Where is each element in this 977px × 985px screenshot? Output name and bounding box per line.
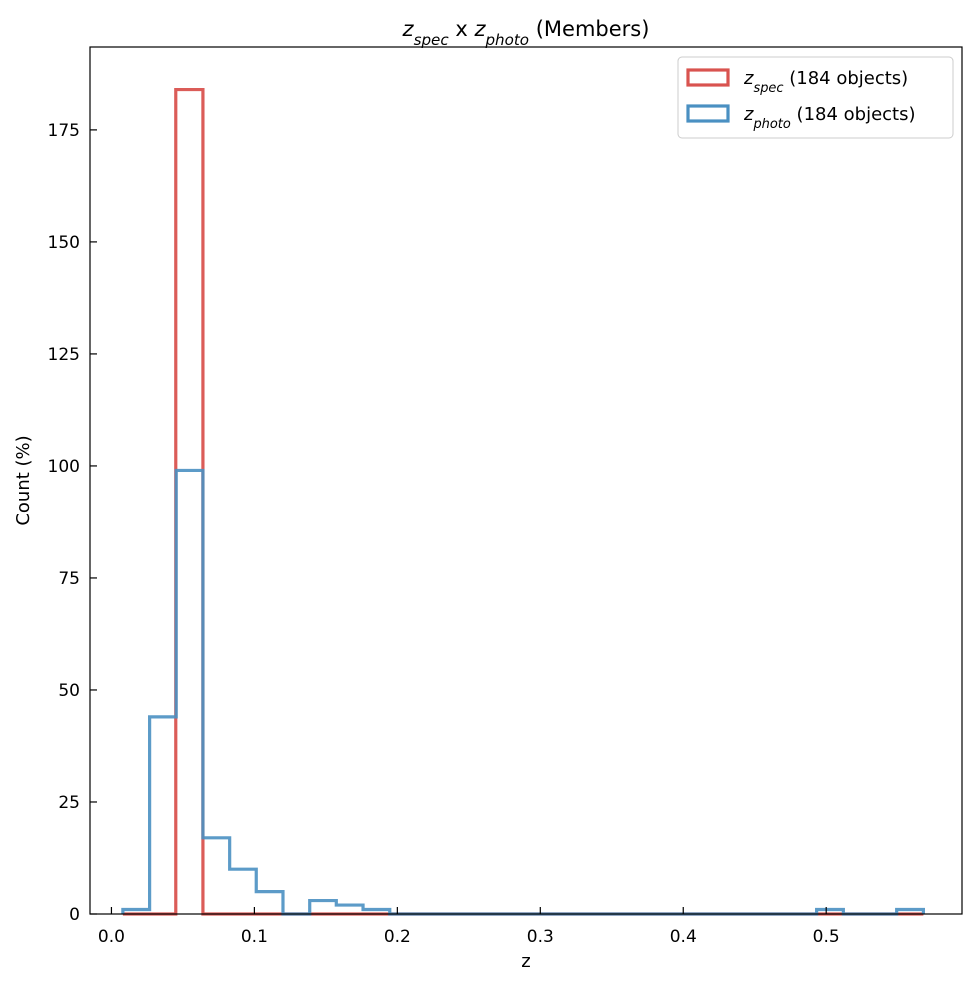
zspec-step-outline [122, 87, 924, 916]
zphoto-bar-4 [230, 869, 257, 914]
legend: zspec (184 objects) zphoto (184 objects) [677, 56, 954, 139]
x-tick-label: 0.0 [98, 927, 125, 947]
y-tick-label: 0 [69, 905, 80, 925]
y-tick-label: 125 [48, 345, 80, 365]
zphoto-bar-7 [310, 901, 337, 914]
histogram-bars [121, 87, 925, 916]
y-tick-label: 100 [48, 457, 80, 477]
zphoto-bar-2 [176, 470, 203, 914]
legend-swatch [686, 104, 730, 123]
y-tick-label: 25 [58, 793, 80, 813]
zspec-bar-0 [176, 90, 203, 914]
y-axis-label: Count (%) [13, 435, 34, 525]
y-tick-label: 50 [58, 681, 80, 701]
y-tick-label: 150 [48, 233, 80, 253]
zphoto-bar-3 [203, 838, 230, 914]
legend-label: zphoto (184 objects) [743, 104, 916, 132]
y-axis: 0 25 50 75 100 125 150 175 [48, 121, 97, 925]
x-axis-label: z [521, 951, 530, 972]
chart-title: zspec x zphoto (Members) [402, 17, 650, 49]
zphoto-bar-1 [150, 717, 177, 914]
x-tick-label: 0.5 [813, 927, 840, 947]
zphoto-bar-5 [256, 892, 283, 914]
series-zphoto [121, 468, 925, 916]
x-tick-label: 0.4 [670, 927, 697, 947]
legend-box [677, 56, 954, 139]
y-tick-label: 175 [48, 121, 80, 141]
x-tick-label: 0.1 [241, 927, 268, 947]
y-tick-label: 75 [58, 569, 80, 589]
legend-label: zspec (184 objects) [743, 68, 908, 96]
x-tick-label: 0.3 [527, 927, 554, 947]
zphoto-step-outline [121, 468, 925, 916]
x-tick-label: 0.2 [384, 927, 411, 947]
series-zspec [122, 87, 924, 916]
x-axis: 0.0 0.1 0.2 0.3 0.4 0.5 [98, 907, 840, 947]
plot-frame [89, 46, 963, 915]
legend-swatch [686, 68, 730, 87]
